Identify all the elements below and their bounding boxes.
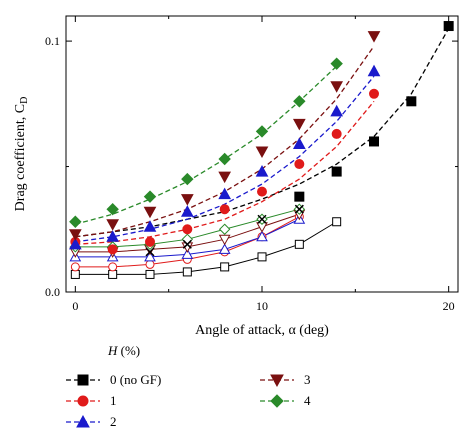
- data-point-0-no-GF-: [294, 191, 305, 202]
- data-point-4: [69, 215, 82, 228]
- data-point-3: [218, 171, 232, 184]
- data-point-1: [219, 204, 230, 215]
- cross-marker: [145, 247, 155, 257]
- open-marker-1: [108, 262, 118, 272]
- data-point-2: [330, 104, 344, 117]
- fit-line-2: [75, 75, 375, 243]
- data-point-2: [255, 165, 269, 177]
- data-point-4: [181, 172, 194, 186]
- data-point-3: [292, 118, 306, 131]
- legend: H (%) 0 (no GF) 1 2 3 4: [66, 343, 311, 429]
- open-marker-0-no-GF-: [70, 269, 80, 279]
- data-point-1: [331, 128, 342, 139]
- legend-label: 0 (no GF): [110, 372, 161, 387]
- data-markers: [68, 21, 454, 279]
- legend-title: H (%): [107, 343, 140, 358]
- legend-label: 4: [304, 393, 311, 408]
- cross-marker: [294, 204, 304, 214]
- y-axis-subscript: D: [19, 97, 30, 104]
- data-point-1: [294, 159, 305, 170]
- cross-marker: [182, 239, 192, 249]
- data-point-4: [106, 202, 119, 216]
- cross-marker: [257, 214, 267, 224]
- data-point-1: [145, 236, 155, 247]
- data-point-1: [182, 224, 193, 235]
- data-point-1: [107, 244, 118, 255]
- fit-line-4: [75, 65, 338, 225]
- legend-label: 2: [110, 414, 117, 429]
- data-point-4: [143, 190, 157, 203]
- open-marker-0-no-GF-: [294, 239, 304, 249]
- legend-marker: [77, 395, 89, 407]
- data-point-3: [180, 194, 194, 206]
- open-marker-2: [218, 243, 231, 254]
- data-point-2: [292, 137, 306, 149]
- data-point-4: [330, 57, 343, 70]
- open-marker-2: [181, 248, 194, 259]
- legend-label: 1: [110, 393, 117, 408]
- data-point-3: [330, 81, 344, 93]
- data-point-1: [257, 186, 267, 197]
- legend-marker: [77, 374, 89, 386]
- tick-labels: 0 10 20 0.0 0.1: [45, 34, 455, 313]
- open-marker-2: [256, 230, 268, 242]
- open-marker-0-no-GF-: [220, 262, 230, 272]
- fit-line-1: [75, 100, 375, 245]
- y-tick-label: 0.1: [45, 34, 60, 48]
- data-point-4: [218, 152, 231, 166]
- data-point-2: [180, 205, 194, 217]
- open-line-0-no-GF-: [75, 221, 337, 275]
- y-axis-title: Drag coefficient, CD: [13, 97, 30, 212]
- x-tick-label: 10: [256, 299, 268, 313]
- open-marker-0-no-GF-: [332, 217, 342, 227]
- data-point-2: [68, 237, 82, 250]
- fit-line-0-no-GF-: [75, 28, 450, 238]
- data-point-1: [369, 88, 379, 99]
- open-marker-0-no-GF-: [257, 252, 267, 262]
- x-tick-label: 0: [72, 299, 78, 313]
- data-point-0-no-GF-: [406, 96, 417, 107]
- data-point-3: [106, 219, 120, 231]
- data-point-3: [367, 31, 381, 43]
- open-marker-1: [70, 262, 80, 272]
- data-point-2: [218, 187, 232, 200]
- data-point-4: [255, 125, 269, 138]
- data-point-0-no-GF-: [443, 21, 454, 32]
- open-marker-2: [144, 250, 156, 262]
- x-tick-label: 20: [443, 299, 455, 313]
- legend-label: 3: [304, 372, 311, 387]
- open-marker-0-no-GF-: [108, 269, 118, 279]
- legend-marker: [270, 374, 284, 388]
- open-marker-1: [145, 259, 155, 269]
- legend-marker: [76, 414, 90, 428]
- open-marker-4: [218, 223, 231, 235]
- data-point-3: [143, 206, 157, 219]
- data-point-3: [255, 146, 269, 159]
- open-marker-0-no-GF-: [182, 267, 192, 277]
- legend-marker: [270, 394, 284, 408]
- open-marker-3: [218, 234, 231, 246]
- data-point-0-no-GF-: [331, 166, 342, 177]
- data-point-2: [143, 220, 157, 232]
- open-marker-0-no-GF-: [145, 269, 155, 279]
- data-point-3: [68, 229, 82, 241]
- y-tick-label: 0.0: [45, 285, 60, 299]
- x-axis-title: Angle of attack, α (deg): [195, 323, 329, 338]
- axis-ticks: [66, 16, 458, 293]
- data-point-2: [367, 64, 381, 77]
- data-point-0-no-GF-: [369, 136, 379, 147]
- data-point-4: [293, 95, 306, 108]
- data-point-2: [106, 230, 120, 242]
